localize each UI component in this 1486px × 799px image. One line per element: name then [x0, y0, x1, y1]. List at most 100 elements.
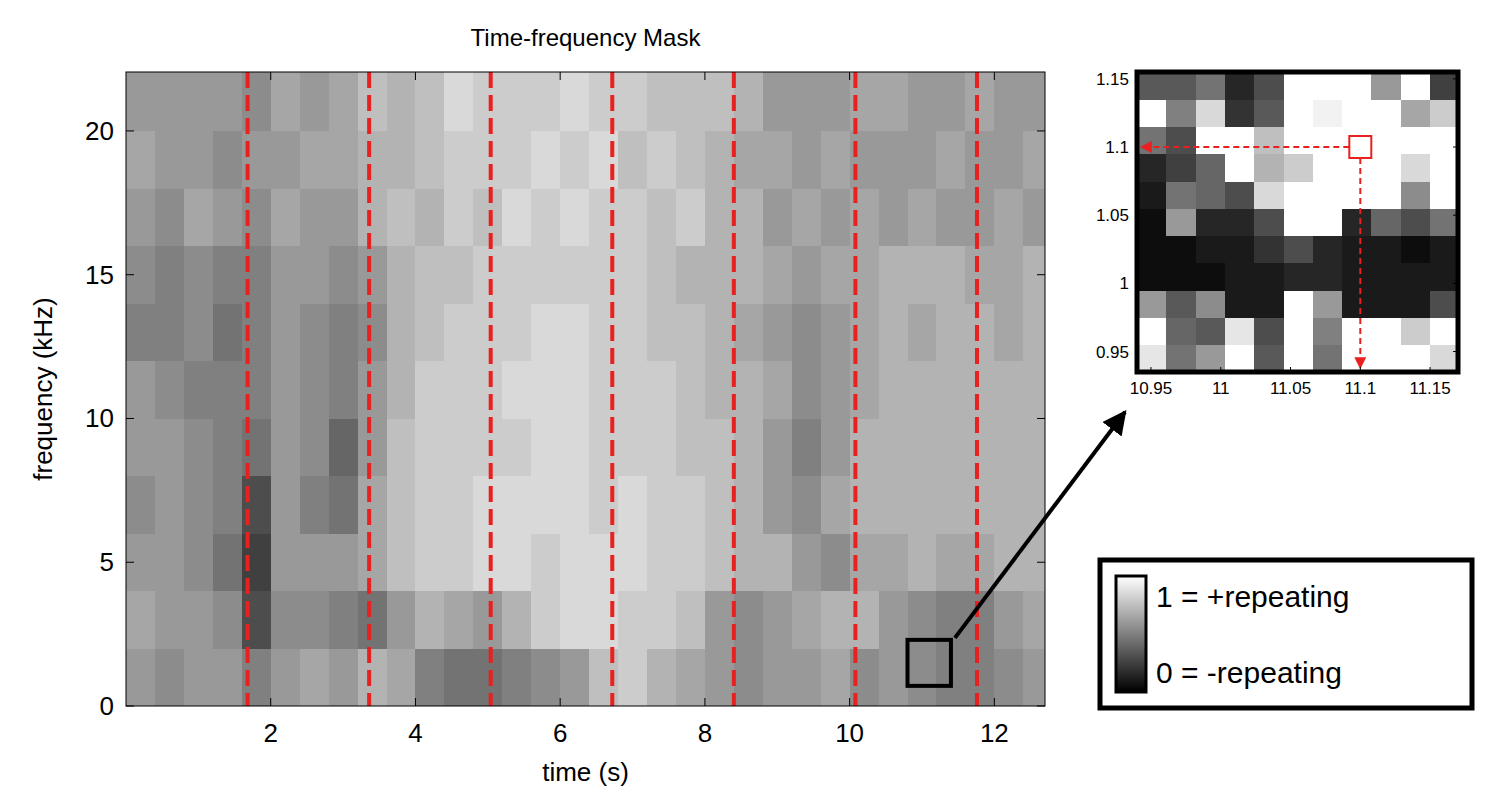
inset-y-tick-label: 1 [1120, 274, 1129, 293]
mask-cell [763, 591, 792, 649]
mask-cell [531, 72, 560, 131]
inset-cell [1196, 345, 1226, 372]
mask-cell [994, 131, 1023, 189]
mask-cell [705, 361, 734, 419]
mask-cell [300, 246, 329, 304]
inset-y-tick-label: 1.1 [1105, 138, 1129, 157]
mask-cell [676, 131, 705, 189]
mask-cell [502, 418, 531, 476]
mask-cell [213, 246, 242, 304]
inset-cell [1342, 263, 1372, 291]
x-tick [560, 698, 561, 706]
mask-cell [387, 476, 416, 534]
inset-cell [1225, 236, 1255, 264]
inset-cell [1371, 181, 1401, 209]
highlight-guide [1141, 146, 1349, 148]
mask-cell [1023, 188, 1045, 246]
x-tick-label: 6 [553, 718, 567, 748]
mask-cell [473, 72, 502, 131]
mask-cell [647, 648, 676, 706]
mask-cell [271, 476, 300, 534]
mask-cell [792, 303, 821, 361]
mask-cell [444, 591, 473, 649]
inset-cell [1430, 72, 1458, 100]
inset-cell [1401, 263, 1431, 291]
mask-cell [531, 418, 560, 476]
y-tick [126, 706, 134, 707]
plot-frame [126, 72, 1045, 706]
mask-cell [531, 648, 560, 706]
mask-cell [965, 361, 994, 419]
mask-cell [531, 188, 560, 246]
mask-cell [242, 476, 271, 534]
inset-cell [1166, 127, 1196, 155]
mask-cell [473, 303, 502, 361]
mask-cell [676, 188, 705, 246]
inset-cell [1137, 181, 1167, 209]
mask-cell [502, 476, 531, 534]
mask-cell [560, 361, 589, 419]
mask-cell [213, 591, 242, 649]
mask-cell [473, 418, 502, 476]
mask-cell [1023, 303, 1045, 361]
mask-cell [647, 533, 676, 591]
mask-cell [618, 476, 647, 534]
mask-cell [792, 246, 821, 304]
mask-cell [502, 533, 531, 591]
mask-cell [271, 591, 300, 649]
inset-cell [1313, 181, 1343, 209]
mask-cell [618, 648, 647, 706]
inset-cell [1342, 290, 1372, 318]
zoom-box [908, 640, 951, 686]
highlight-box [1349, 136, 1371, 158]
mask-cell [1023, 648, 1045, 706]
mask-cell [792, 418, 821, 476]
mask-cell [126, 476, 155, 534]
mask-cell [358, 361, 387, 419]
mask-cell [126, 591, 155, 649]
inset-cell [1430, 236, 1458, 264]
colorbar-box [1100, 560, 1472, 708]
mask-cell [618, 418, 647, 476]
mask-cell [994, 303, 1023, 361]
mask-cell [300, 72, 329, 131]
inset-cell [1166, 72, 1196, 100]
mask-cell [676, 648, 705, 706]
mask-cell [908, 246, 937, 304]
mask-cell [908, 361, 937, 419]
mask-cell [705, 648, 734, 706]
mask-cell [589, 591, 618, 649]
mask-cell [560, 648, 589, 706]
inset-x-tick-label: 11.15 [1409, 379, 1450, 398]
mask-cell [705, 418, 734, 476]
inset-cell [1430, 208, 1458, 236]
mask-cell [184, 188, 213, 246]
mask-cell [618, 591, 647, 649]
inset-cell [1284, 236, 1314, 264]
mask-cell [444, 131, 473, 189]
mask-cell [213, 131, 242, 189]
inset-cell [1166, 317, 1196, 345]
mask-cell [1023, 361, 1045, 419]
mask-cell [358, 591, 387, 649]
inset-cell [1313, 72, 1343, 100]
mask-cell [444, 246, 473, 304]
mask-cell [213, 361, 242, 419]
mask-cell [387, 418, 416, 476]
inset-cell [1137, 72, 1167, 100]
mask-cell [647, 246, 676, 304]
inset-cell [1430, 127, 1458, 155]
inset-cell [1342, 127, 1372, 155]
inset-cell [1401, 345, 1431, 372]
mask-cell [792, 476, 821, 534]
mask-cell [531, 131, 560, 189]
inset-cell [1196, 263, 1226, 291]
mask-cell [415, 246, 444, 304]
inset-cell [1313, 208, 1343, 236]
inset-cell [1342, 181, 1372, 209]
inset-cell [1313, 154, 1343, 182]
mask-cell [213, 418, 242, 476]
mask-cell [705, 303, 734, 361]
mask-cell [444, 361, 473, 419]
inset-cell [1196, 290, 1226, 318]
